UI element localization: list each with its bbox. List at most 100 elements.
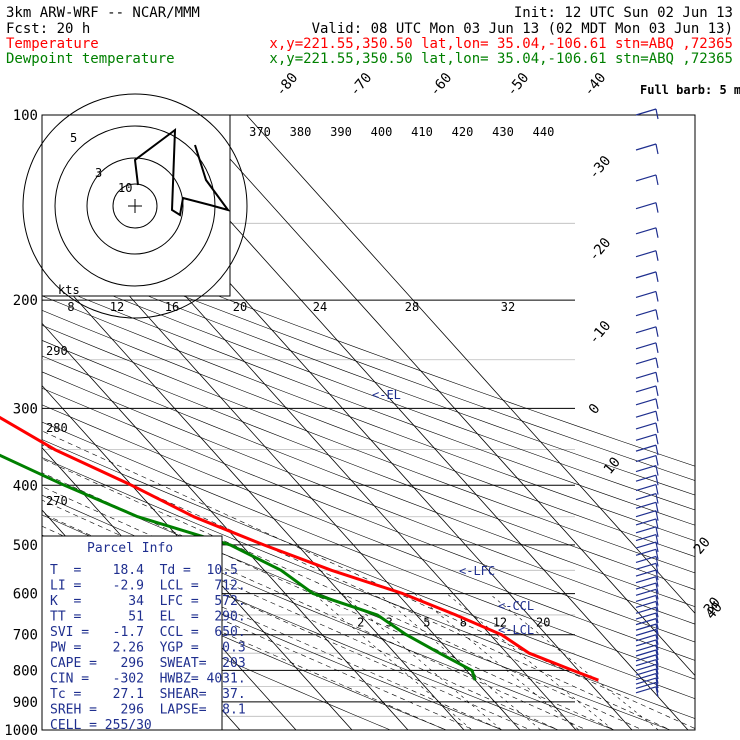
wind-barb-flag <box>655 673 659 684</box>
dry-adiabat <box>42 355 695 607</box>
wind-barb-flag <box>655 291 659 302</box>
barb-legend: Full barb: 5 m s⁻¹ <box>640 83 740 97</box>
wind-barb-flag <box>655 664 659 675</box>
wind-barb <box>635 576 657 584</box>
parcel-info-row: SVI = -1.7 CCL = 650. <box>50 625 246 640</box>
wind-barb-flag <box>655 108 659 120</box>
wind-barb <box>635 371 657 379</box>
level-annotations: <-EL <-LFC <-CCL <-LCL <box>372 388 534 637</box>
wind-barb <box>635 623 657 631</box>
isotherm <box>42 322 409 730</box>
dry-adiabat <box>42 295 695 542</box>
wind-barb-flag <box>655 644 659 656</box>
wind-barb-flag <box>655 612 659 624</box>
isotherm-label: -60 <box>427 70 456 100</box>
wind-barb-flag <box>655 549 659 560</box>
wind-barb-flag <box>655 686 659 697</box>
hodograph-speed-label: 8 <box>67 300 74 314</box>
isotherm-label: 0 <box>586 401 604 418</box>
parcel-box-frame <box>41 535 223 731</box>
wind-barb <box>635 562 657 570</box>
wind-barb-flag <box>655 174 659 186</box>
theta-e-label: 270 <box>46 494 68 508</box>
wind-barb <box>635 202 657 210</box>
dry-adiabat <box>42 281 695 526</box>
pressure-label-100: 100 <box>13 108 38 124</box>
isotherm <box>190 115 695 677</box>
dry-adiabat <box>42 421 695 680</box>
hodograph: 5 3 10 kts 8 12 16 20 24 28 32 <box>22 93 515 319</box>
wind-barb <box>635 677 657 685</box>
mixing-ratio-line <box>341 593 503 730</box>
dry-adiabat <box>42 457 695 719</box>
hodograph-speed-label: 20 <box>233 300 247 314</box>
wind-barb-flag <box>655 372 659 383</box>
pressure-label-500: 500 <box>13 538 38 554</box>
wind-barb-flag <box>655 595 659 606</box>
wind-barb <box>635 618 657 626</box>
wind-barb-flag <box>655 639 659 651</box>
wind-barb <box>635 227 657 235</box>
dry-adiabat <box>42 371 695 625</box>
wind-barb <box>635 342 657 350</box>
wind-barb <box>635 444 657 452</box>
series-info-temperature: x,y=221.55,350.50 lat,lon= 35.04,-106.61… <box>269 36 733 52</box>
dry-adiabat <box>42 227 695 467</box>
wind-barb <box>635 474 657 482</box>
wind-barb <box>635 510 657 518</box>
wind-barb <box>635 673 657 681</box>
theta-label: 420 <box>452 125 474 139</box>
wind-barb-flag <box>655 569 659 581</box>
wind-barb-flag <box>655 502 659 513</box>
wind-barb <box>635 174 657 182</box>
dry-adiabat <box>42 324 695 574</box>
wind-barb <box>635 600 657 609</box>
wind-barb-flag <box>655 434 659 445</box>
wind-barb-flag <box>655 411 659 422</box>
wind-barb <box>635 357 657 365</box>
theta-label: 430 <box>492 125 514 139</box>
parcel-info-title: Parcel Info <box>87 541 173 556</box>
isotherm-label: -40 <box>581 70 610 100</box>
wind-barb-flag <box>655 484 659 495</box>
ccl-annotation: <-CCL <box>498 599 534 613</box>
dewpoint-line <box>0 453 477 681</box>
wind-barb-flag <box>655 309 659 320</box>
wind-barb <box>635 309 657 317</box>
isotherm-label: -30 <box>586 153 615 183</box>
theta-label: 410 <box>411 125 433 139</box>
pressure-label-300: 300 <box>13 401 38 417</box>
wind-barb-flag <box>655 668 659 680</box>
hodograph-frame <box>41 114 231 297</box>
mixing-ratio-line <box>313 593 473 730</box>
wind-barb <box>635 649 657 657</box>
wind-barb-flag <box>655 563 659 574</box>
isotherm-label: -10 <box>586 318 615 348</box>
wind-barb-flag <box>655 582 659 594</box>
temperature-line <box>0 415 599 682</box>
moist-adiabat <box>42 458 644 730</box>
wind-barb <box>635 533 657 542</box>
skewt-grid: 2 3 5 8 12 20 <box>41 114 696 731</box>
wind-barb-flag <box>655 465 659 476</box>
wind-barb <box>635 464 657 473</box>
wind-barb <box>635 433 657 441</box>
wind-barb <box>635 588 657 596</box>
wind-barb <box>635 663 657 671</box>
parcel-info-row: TT = 51 EL = 290. <box>50 610 246 625</box>
wind-barb-flag <box>655 202 659 213</box>
hodograph-ring-label: 3 <box>95 166 102 180</box>
wind-barb <box>635 108 657 116</box>
lfc-annotation: <-LFC <box>459 564 495 578</box>
wind-barb <box>635 681 657 690</box>
wind-barb <box>635 686 657 694</box>
wind-barb-flag <box>655 576 659 587</box>
parcel-info-row: LI = -2.9 LCL = 712. <box>50 579 246 594</box>
wind-barb-flag <box>655 518 659 530</box>
mixing-ratio-label: 5 <box>423 616 430 630</box>
theta-label: 390 <box>330 125 352 139</box>
wind-barb-flag <box>655 526 659 537</box>
wind-barb <box>635 555 657 564</box>
theta-label: 370 <box>249 125 271 139</box>
mixing-ratio-line <box>378 593 542 730</box>
